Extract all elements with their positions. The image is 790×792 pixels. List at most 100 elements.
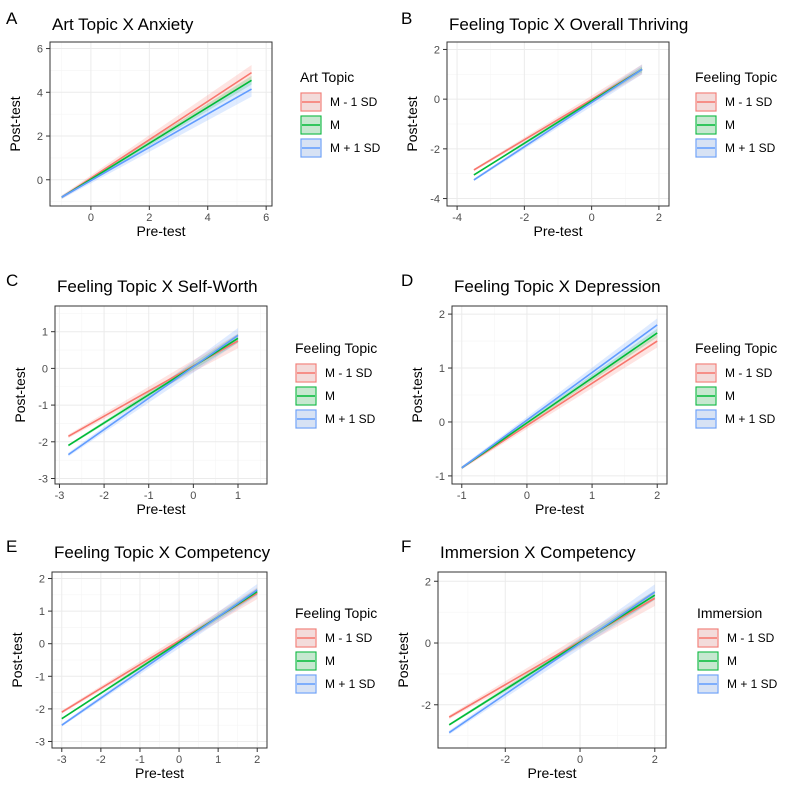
series-line-plus-sd: [67, 334, 239, 456]
y-axis-title: Post-test: [9, 632, 25, 687]
y-tick-label: 2: [439, 309, 445, 321]
legend-label: M - 1 SD: [330, 95, 378, 109]
x-tick-label: 1: [235, 490, 241, 502]
y-tick-label: -3: [38, 473, 48, 485]
x-tick-label: 2: [656, 212, 662, 224]
legend-title: Feeling Topic: [295, 605, 377, 621]
y-tick-label: 0: [42, 363, 48, 375]
legend-title: Feeling Topic: [295, 340, 377, 356]
legend-label: M: [325, 389, 335, 403]
legend-label: M: [725, 118, 735, 132]
plot-border: [437, 571, 667, 749]
y-tick-label: 4: [37, 87, 43, 99]
x-tick-label: -2: [96, 754, 106, 766]
legend-label: M: [330, 118, 340, 132]
panel-c: C Feeling Topic X Self-Worth -3 -2 -1 0 1 -3 -2 -…: [6, 271, 377, 517]
x-tick-label: 2: [254, 754, 260, 766]
plot-border: [446, 41, 670, 207]
x-tick-label: -4: [452, 212, 462, 224]
y-axis-title: Post-test: [409, 367, 425, 422]
plot-border: [51, 571, 268, 749]
x-tick-label: -2: [99, 490, 109, 502]
panel-letter: E: [6, 537, 17, 556]
series-line-minus-sd: [448, 597, 656, 718]
x-tick-label: 0: [589, 212, 595, 224]
y-tick-label: -2: [38, 437, 48, 449]
y-axis-title: Post-test: [404, 96, 420, 151]
series-line-plus-sd: [61, 589, 258, 726]
y-tick-label: 6: [37, 44, 43, 56]
x-tick-label: -3: [57, 754, 67, 766]
panel-title: Feeling Topic X Overall Thriving: [449, 15, 688, 34]
series-line-mean: [461, 332, 658, 469]
series-line-plus-sd: [473, 68, 643, 181]
x-axis-title: Pre-test: [533, 223, 582, 239]
x-tick-label: -1: [135, 754, 145, 766]
series-line-minus-sd: [61, 71, 252, 198]
y-tick-label: -4: [430, 194, 440, 206]
panel-letter: B: [401, 9, 412, 28]
x-tick-label: 0: [190, 490, 196, 502]
y-axis-title: Post-test: [395, 632, 411, 687]
y-tick-label: 1: [439, 363, 445, 375]
x-tick-label: -1: [457, 490, 467, 502]
legend-label: M + 1 SD: [325, 677, 376, 691]
y-tick-label: -1: [38, 400, 48, 412]
x-tick-label: 2: [652, 754, 658, 766]
panel-title: Art Topic X Anxiety: [52, 15, 194, 34]
legend: Feeling Topic M - 1 SD M M + 1 SD: [295, 605, 377, 694]
legend-title: Feeling Topic: [695, 340, 777, 356]
plot-border: [49, 41, 273, 207]
x-tick-label: 4: [205, 212, 211, 224]
panel-b: B Feeling Topic X Overall Thriving -4 -2 0 2 -…: [401, 9, 777, 239]
y-tick-label: 2: [434, 44, 440, 56]
y-tick-label: 2: [425, 576, 431, 588]
y-tick-label: -2: [35, 704, 45, 716]
panel-e: E Feeling Topic X Competency -3 -2 -1 0 1 2 -3 -2…: [6, 537, 377, 781]
x-tick-label: 0: [524, 490, 530, 502]
x-tick-label: -2: [519, 212, 529, 224]
x-tick-label: 6: [263, 212, 269, 224]
legend-label: M - 1 SD: [725, 366, 773, 380]
y-axis-title: Post-test: [7, 96, 23, 151]
series-line-plus-sd: [461, 324, 658, 469]
plot-border: [451, 305, 668, 485]
x-tick-label: -2: [500, 754, 510, 766]
x-tick-label: 2: [146, 212, 152, 224]
x-tick-label: 1: [589, 490, 595, 502]
legend-label: M + 1 SD: [727, 677, 778, 691]
series-line-plus-sd: [448, 591, 656, 734]
legend: Feeling Topic M - 1 SD M M + 1 SD: [295, 340, 377, 429]
series-line-plus-sd: [61, 88, 252, 198]
legend-label: M + 1 SD: [725, 141, 776, 155]
y-tick-label: 0: [425, 638, 431, 650]
x-axis-title: Pre-test: [135, 765, 184, 781]
y-tick-label: 0: [439, 417, 445, 429]
panel-title: Feeling Topic X Self-Worth: [57, 277, 258, 296]
legend-label: M: [727, 654, 737, 668]
x-tick-label: -3: [55, 490, 65, 502]
panel-d: D Feeling Topic X Depression -1 0 1 2 -1 0 1 2 Pre…: [401, 271, 777, 517]
x-tick-label: 0: [176, 754, 182, 766]
y-tick-label: 0: [434, 94, 440, 106]
y-tick-label: 0: [37, 175, 43, 187]
x-tick-label: -1: [144, 490, 154, 502]
y-tick-label: -2: [430, 144, 440, 156]
x-axis-title: Pre-test: [527, 765, 576, 781]
legend-title: Immersion: [697, 605, 762, 621]
plot-background: [55, 306, 267, 484]
panel-title: Feeling Topic X Competency: [54, 543, 271, 562]
legend-label: M - 1 SD: [325, 366, 373, 380]
panel-letter: D: [401, 271, 413, 290]
y-axis-title: Post-test: [12, 367, 28, 422]
y-tick-label: -3: [35, 736, 45, 748]
panel-letter: C: [6, 271, 18, 290]
panel-letter: A: [6, 9, 18, 28]
legend-label: M - 1 SD: [325, 631, 373, 645]
legend: Art Topic M - 1 SD M M + 1 SD: [300, 69, 381, 158]
x-axis-title: Pre-test: [136, 501, 185, 517]
legend-label: M: [725, 389, 735, 403]
plot-background: [50, 42, 272, 206]
legend-label: M - 1 SD: [727, 631, 775, 645]
